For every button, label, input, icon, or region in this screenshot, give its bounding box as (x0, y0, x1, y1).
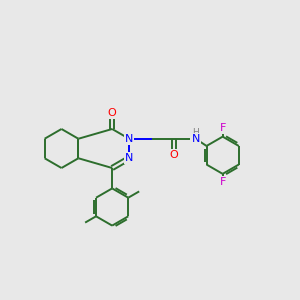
Text: O: O (170, 150, 178, 160)
Text: N: N (125, 134, 133, 144)
Text: H: H (192, 128, 199, 137)
Text: N: N (191, 134, 200, 144)
Text: F: F (220, 177, 226, 187)
Text: F: F (220, 123, 226, 133)
Text: N: N (125, 153, 133, 163)
Text: O: O (108, 107, 116, 118)
